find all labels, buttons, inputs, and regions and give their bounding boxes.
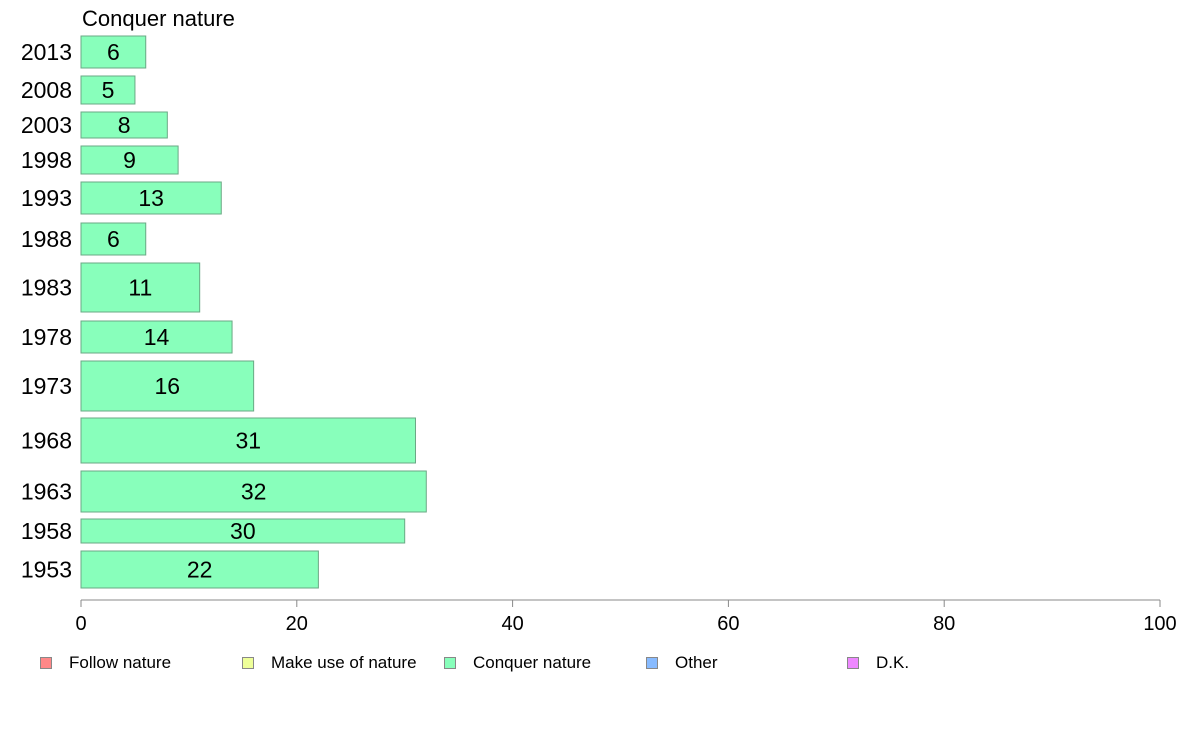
x-tick-label: 60	[717, 613, 739, 635]
bar-1953	[80, 550, 319, 589]
x-tick-label: 20	[286, 613, 308, 635]
y-tick-label: 1998	[21, 147, 72, 173]
chart-title: Conquer nature	[82, 6, 235, 31]
y-tick-label: 2008	[21, 77, 72, 103]
y-tick-label: 1968	[21, 428, 72, 454]
y-tick-label: 1963	[21, 479, 72, 505]
bar-value-label: 32	[241, 479, 267, 505]
bar-1993	[80, 181, 222, 215]
x-axis-ticks: 0 20 40 60 80 100	[75, 600, 1177, 635]
bar-value-label: 31	[235, 428, 261, 454]
bar-value-label: 22	[187, 557, 213, 583]
bar-value-label: 5	[102, 77, 115, 103]
bar-1958	[80, 518, 406, 544]
bar-1988	[80, 222, 147, 256]
legend-swatch	[40, 657, 52, 669]
legend-label: Other	[675, 653, 718, 672]
y-tick-label: 1958	[21, 518, 72, 544]
legend-item-make-use-of-nature: Make use of nature	[242, 652, 417, 674]
bar-1968	[80, 417, 416, 464]
bar-value-label: 9	[123, 147, 136, 173]
legend-swatch	[646, 657, 658, 669]
bar-2003	[80, 111, 168, 139]
y-tick-label: 1988	[21, 226, 72, 252]
bar-value-label: 6	[107, 39, 120, 65]
legend-swatch	[444, 657, 456, 669]
legend-label: Conquer nature	[473, 653, 592, 672]
y-tick-label: 1978	[21, 324, 72, 350]
y-tick-label: 1983	[21, 275, 72, 301]
y-tick-label: 1993	[21, 185, 72, 211]
bar-2008	[80, 75, 136, 105]
bar-value-label: 6	[107, 226, 120, 252]
legend-item-follow-nature: Follow nature	[40, 652, 171, 674]
bar-value-label: 8	[118, 112, 131, 138]
bar-chart: Conquer nature 6 2013 5 2008 8 2003 9 1998 13 199…	[21, 6, 1177, 635]
bar-value-label: 11	[128, 275, 152, 301]
bar-1963	[80, 470, 427, 513]
legend-label: Make use of nature	[271, 653, 417, 672]
x-tick-label: 80	[933, 613, 955, 635]
bar-value-label: 14	[144, 324, 170, 350]
bar-2013	[80, 35, 147, 69]
bar-1978	[80, 320, 233, 354]
y-tick-label: 1953	[21, 557, 72, 583]
y-tick-label: 2013	[21, 39, 72, 65]
legend-label: Follow nature	[69, 653, 172, 672]
bar-1983	[80, 262, 201, 313]
legend-item-conquer-nature: Conquer nature	[444, 652, 591, 674]
legend-label: D.K.	[876, 653, 910, 672]
legend: Follow nature Make use of nature Conquer…	[0, 652, 1188, 676]
bar-value-label: 30	[230, 518, 256, 544]
x-tick-label: 40	[501, 613, 523, 635]
bar-1973	[80, 360, 255, 412]
bar-value-label: 16	[155, 373, 181, 399]
legend-item-other: Other	[646, 652, 718, 674]
bars-group: 6 2013 5 2008 8 2003 9 1998 13 1993 6 1988 11 1983 14 1…	[21, 35, 427, 589]
x-tick-label: 0	[75, 613, 86, 635]
bar-value-label: 13	[138, 185, 164, 211]
x-tick-label: 100	[1143, 613, 1176, 635]
legend-swatch	[242, 657, 254, 669]
bar-1998	[80, 145, 179, 175]
legend-swatch	[847, 657, 859, 669]
y-tick-label: 2003	[21, 112, 72, 138]
legend-item-dk: D.K.	[847, 652, 909, 674]
y-tick-label: 1973	[21, 373, 72, 399]
